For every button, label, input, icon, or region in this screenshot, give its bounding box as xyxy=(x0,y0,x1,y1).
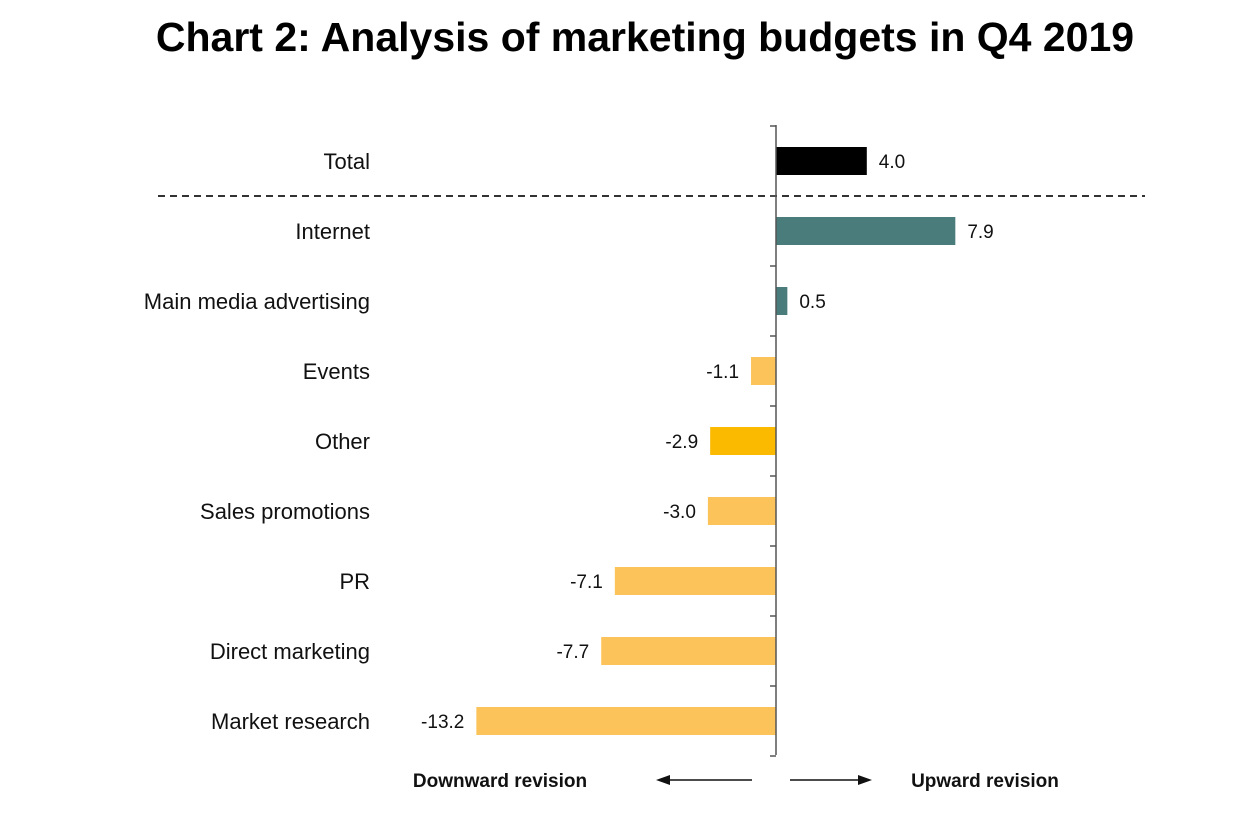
category-label-internet: Internet xyxy=(295,219,370,244)
downward-revision-label: Downward revision xyxy=(413,771,587,792)
category-label-sales-promotions: Sales promotions xyxy=(200,499,370,524)
category-label-main-media-advertising: Main media advertising xyxy=(144,289,370,314)
value-label-other: -2.9 xyxy=(665,432,698,453)
value-label-market-research: -13.2 xyxy=(421,712,464,733)
bar-sales-promotions xyxy=(707,497,776,525)
category-label-pr: PR xyxy=(339,569,370,594)
value-label-direct-marketing: -7.7 xyxy=(556,642,589,663)
bar-internet xyxy=(776,217,956,245)
value-label-sales-promotions: -3.0 xyxy=(663,502,696,523)
bar-direct-marketing xyxy=(601,637,776,665)
bar-total xyxy=(776,147,867,175)
value-label-events: -1.1 xyxy=(706,362,739,383)
value-label-total: 4.0 xyxy=(879,152,905,173)
upward-revision-label: Upward revision xyxy=(911,771,1059,792)
value-label-main-media-advertising: 0.5 xyxy=(799,292,825,313)
bar-events xyxy=(751,357,776,385)
category-label-other: Other xyxy=(315,429,370,454)
left-arrowhead-icon xyxy=(656,775,670,785)
bar-other xyxy=(710,427,776,455)
bar-pr xyxy=(614,567,776,595)
category-label-events: Events xyxy=(303,359,370,384)
right-arrowhead-icon xyxy=(858,775,872,785)
chart-title: Chart 2: Analysis of marketing budgets i… xyxy=(155,14,1135,60)
category-label-direct-marketing: Direct marketing xyxy=(210,639,370,664)
value-label-internet: 7.9 xyxy=(967,222,993,243)
bar-market-research xyxy=(476,707,776,735)
bar-main-media-advertising xyxy=(776,287,788,315)
category-label-total: Total xyxy=(324,149,370,174)
value-label-pr: -7.1 xyxy=(570,572,603,593)
category-label-market-research: Market research xyxy=(211,709,370,734)
